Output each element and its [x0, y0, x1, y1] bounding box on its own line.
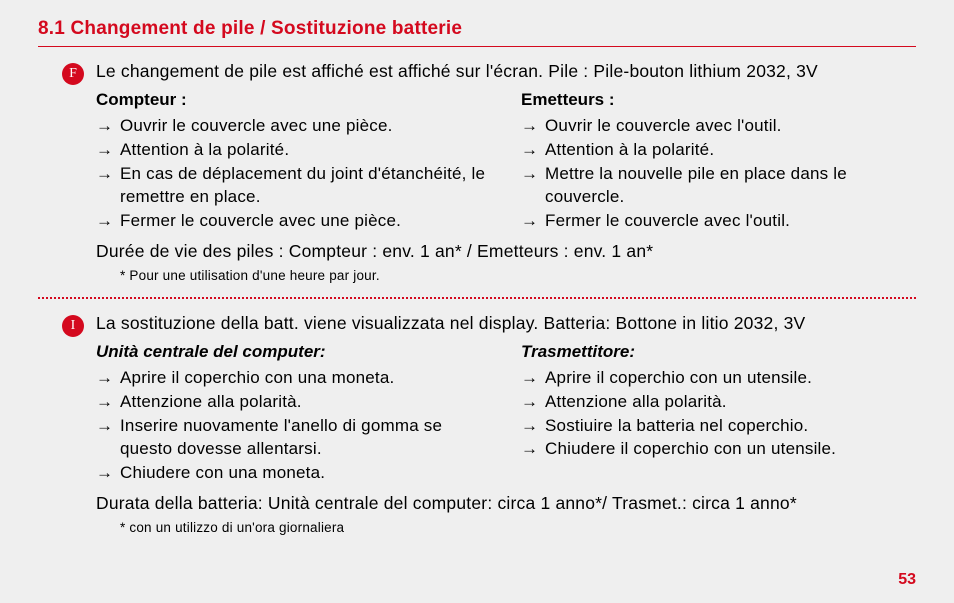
french-body: Le changement de pile est affiché est af…: [96, 61, 916, 283]
list-item: Attenzione alla polarità.: [96, 390, 491, 414]
italian-body: La sostituzione della batt. viene visual…: [96, 313, 916, 535]
list-item: Chiudere con una moneta.: [96, 461, 491, 485]
italian-left-list: Aprire il coperchio con una moneta.Atten…: [96, 366, 491, 485]
list-item: Inserire nuovamente l'anello di gomma se…: [96, 414, 491, 462]
list-item: Ouvrir le couvercle avec l'outil.: [521, 114, 916, 138]
list-item: Chiudere il coperchio con un utensile.: [521, 437, 916, 461]
italian-left-col: Unità centrale del computer: Aprire il c…: [96, 342, 491, 485]
list-item: Mettre la nouvelle pile en place dans le…: [521, 162, 916, 210]
french-columns: Compteur : Ouvrir le couvercle avec une …: [96, 90, 916, 233]
french-right-head: Emetteurs :: [521, 90, 916, 110]
italian-right-col: Trasmettitore: Aprire il coperchio con u…: [521, 342, 916, 485]
list-item: Fermer le couvercle avec l'outil.: [521, 209, 916, 233]
french-block: F Le changement de pile est affiché est …: [62, 61, 916, 283]
italian-block: I La sostituzione della batt. viene visu…: [62, 313, 916, 535]
italian-intro: La sostituzione della batt. viene visual…: [96, 313, 916, 334]
french-badge-icon: F: [62, 63, 84, 85]
italian-columns: Unità centrale del computer: Aprire il c…: [96, 342, 916, 485]
french-intro: Le changement de pile est affiché est af…: [96, 61, 916, 82]
italian-duration: Durata della batteria: Unità centrale de…: [96, 493, 916, 514]
italian-left-head: Unità centrale del computer:: [96, 342, 491, 362]
italian-badge-icon: I: [62, 315, 84, 337]
italian-footnote: * con un utilizzo di un'ora giornaliera: [120, 520, 916, 535]
list-item: Fermer le couvercle avec une pièce.: [96, 209, 491, 233]
french-duration: Durée de vie des piles : Compteur : env.…: [96, 241, 916, 262]
list-item: Attention à la polarité.: [96, 138, 491, 162]
french-footnote: * Pour une utilisation d'une heure par j…: [120, 268, 916, 283]
page-number: 53: [898, 571, 916, 589]
french-left-col: Compteur : Ouvrir le couvercle avec une …: [96, 90, 491, 233]
italian-right-head: Trasmettitore:: [521, 342, 916, 362]
list-item: En cas de déplacement du joint d'étanché…: [96, 162, 491, 210]
list-item: Sostiuire la batteria nel coperchio.: [521, 414, 916, 438]
list-item: Attenzione alla polarità.: [521, 390, 916, 414]
italian-right-list: Aprire il coperchio con un utensile.Atte…: [521, 366, 916, 461]
french-right-list: Ouvrir le couvercle avec l'outil.Attenti…: [521, 114, 916, 233]
list-item: Ouvrir le couvercle avec une pièce.: [96, 114, 491, 138]
french-left-list: Ouvrir le couvercle avec une pièce.Atten…: [96, 114, 491, 233]
french-right-col: Emetteurs : Ouvrir le couvercle avec l'o…: [521, 90, 916, 233]
list-item: Aprire il coperchio con una moneta.: [96, 366, 491, 390]
manual-page: 8.1 Changement de pile / Sostituzione ba…: [0, 0, 954, 603]
list-item: Attention à la polarité.: [521, 138, 916, 162]
dotted-separator: [38, 297, 916, 299]
title-rule: [38, 46, 916, 47]
french-left-head: Compteur :: [96, 90, 491, 110]
section-title: 8.1 Changement de pile / Sostituzione ba…: [38, 18, 916, 40]
list-item: Aprire il coperchio con un utensile.: [521, 366, 916, 390]
